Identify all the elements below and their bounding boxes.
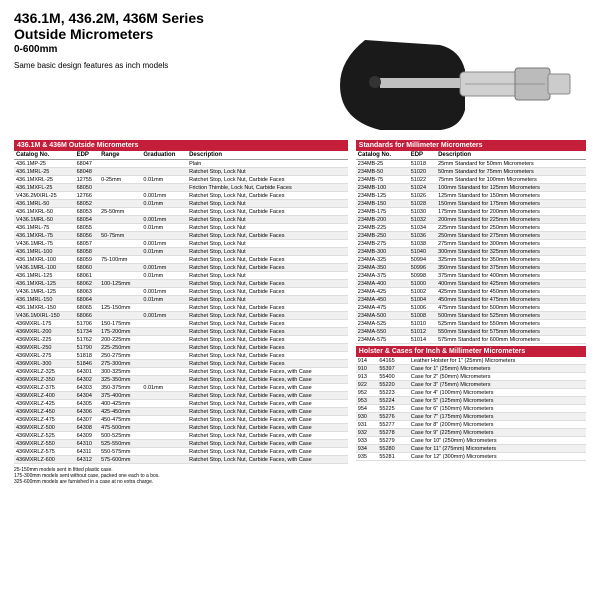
table-row: 234MB-30051040300mm Standard for 325mm M… <box>356 248 586 256</box>
table-row: 93555281Case for 12" (300mm) Micrometers <box>356 453 586 461</box>
table-row: 95455225Case for 6" (150mm) Micrometers <box>356 405 586 413</box>
table-row: 95355224Case for 5" (125mm) Micrometers <box>356 397 586 405</box>
left-table: Catalog No.EDPRangeGraduationDescription… <box>14 151 348 464</box>
table-row: V436.1MRL-100680600.001mmRatchet Stop, L… <box>14 264 348 272</box>
table-row: V436.2MXRL-25127660.001mmRatchet Stop, L… <box>14 192 348 200</box>
table-row: 234MA-42551002425mm Standard for 450mm M… <box>356 288 586 296</box>
table-row: 234MB-255101825mm Standard for 50mm Micr… <box>356 160 586 168</box>
table-row: 436MXRLZ-45064306425-450mmRatchet Stop, … <box>14 408 348 416</box>
table-row: 436MXRLZ-32564301300-325mmRatchet Stop, … <box>14 368 348 376</box>
table-row: 234MB-27551038275mm Standard for 300mm M… <box>356 240 586 248</box>
table-row: 436MXRL-17551706150-175mmRatchet Stop, L… <box>14 320 348 328</box>
table-row: 234MA-37550998375mm Standard for 400mm M… <box>356 272 586 280</box>
table-row: 436MXRLZ-52564309500-525mmRatchet Stop, … <box>14 432 348 440</box>
table-row: 234MB-12551026125mm Standard for 150mm M… <box>356 192 586 200</box>
footnotes: 25-150mm models sent in fitted plastic c… <box>14 467 348 485</box>
table-row: 93455280Case for 11" (275mm) Micrometers <box>356 445 586 453</box>
table-row: 436MXRLZ-50064308475-500mmRatchet Stop, … <box>14 424 348 432</box>
table-row: 436.1MRL-75680550.01mmRatchet Stop, Lock… <box>14 224 348 232</box>
table-row: 436.1MRL-125680610.01mmRatchet Stop, Loc… <box>14 272 348 280</box>
table-row: 436.1MRL-100680580.01mmRatchet Stop, Loc… <box>14 248 348 256</box>
table-row: 436MXRL-25051790225-250mmRatchet Stop, L… <box>14 344 348 352</box>
right-b-header: Holster & Cases for Inch & Millimeter Mi… <box>356 346 586 357</box>
table-row: 234MA-50051008500mm Standard for 525mm M… <box>356 312 586 320</box>
table-row: 234MB-22551034225mm Standard for 250mm M… <box>356 224 586 232</box>
table-row: V436.1MRL-75680570.001mmRatchet Stop, Lo… <box>14 240 348 248</box>
table-row: 93355279Case for 10" (250mm) Micrometers <box>356 437 586 445</box>
table-row: 436.1MRL-2568048Ratchet Stop, Lock Nut <box>14 168 348 176</box>
table-row: 436MXRL-20051734175-200mmRatchet Stop, L… <box>14 328 348 336</box>
table-row: 234MB-15051028150mm Standard for 175mm M… <box>356 200 586 208</box>
table-row: 92255220Case for 3" (75mm) Micrometers <box>356 381 586 389</box>
table-row: 436.1MXRL-12568062100-125mmRatchet Stop,… <box>14 280 348 288</box>
table-row: 93155277Case for 8" (200mm) Micrometers <box>356 421 586 429</box>
table-row: 436.1MRL-150680640.01mmRatchet Stop, Loc… <box>14 296 348 304</box>
table-row: 234MA-55051012550mm Standard for 575mm M… <box>356 328 586 336</box>
table-row: 436MXRLZ-57564311550-575mmRatchet Stop, … <box>14 448 348 456</box>
table-row: 436.1MXRL-506805325-50mmRatchet Stop, Lo… <box>14 208 348 216</box>
table-row: 234MB-17551030175mm Standard for 200mm M… <box>356 208 586 216</box>
col-header: Catalog No. <box>356 151 409 160</box>
table-row: 436MXRL-27551818250-275mmRatchet Stop, L… <box>14 352 348 360</box>
table-row: 234MA-40051000400mm Standard for 425mm M… <box>356 280 586 288</box>
col-header: EDP <box>75 151 99 160</box>
table-row: 436.1MXRL-25127550-25mm0.01mmRatchet Sto… <box>14 176 348 184</box>
col-header: Description <box>187 151 348 160</box>
col-header: EDP <box>409 151 436 160</box>
table-row: 91055397Case for 1" (25mm) Micrometers <box>356 365 586 373</box>
table-row: 234MA-32550994325mm Standard for 350mm M… <box>356 256 586 264</box>
table-row: 234MA-35050996350mm Standard for 375mm M… <box>356 264 586 272</box>
table-row: 436MXRLZ-55064310525-550mmRatchet Stop, … <box>14 440 348 448</box>
table-row: 234MB-755102275mm Standard for 100mm Mic… <box>356 176 586 184</box>
table-row: 436.1MXRL-1006805975-100mmRatchet Stop, … <box>14 256 348 264</box>
micrometer-image <box>320 10 580 150</box>
table-row: 234MA-57551014575mm Standard for 600mm M… <box>356 336 586 344</box>
table-row: 436MXRL-30051846275-300mmRatchet Stop, L… <box>14 360 348 368</box>
right-table-a: Catalog No.EDPDescription 234MB-25510182… <box>356 151 586 344</box>
table-row: 436MXRLZ-37564303350-375mm0.01mmRatchet … <box>14 384 348 392</box>
table-row: 234MB-505102050mm Standard for 75mm Micr… <box>356 168 586 176</box>
table-row: 234MA-47551006475mm Standard for 500mm M… <box>356 304 586 312</box>
table-row: 436.1MXFL-2568050Friction Thimble, Lock … <box>14 184 348 192</box>
table-row: 91355400Case for 2" (50mm) Micrometers <box>356 373 586 381</box>
col-header: Description <box>436 151 586 160</box>
right-table-b: 91464165Leather Holster for 1" (25mm) Mi… <box>356 357 586 461</box>
table-row: 234MB-10051024100mm Standard for 125mm M… <box>356 184 586 192</box>
table-row: V436.1MXRL-150680660.001mmRatchet Stop, … <box>14 312 348 320</box>
table-row: 436.1MP-2568047Plain <box>14 160 348 168</box>
table-row: 91464165Leather Holster for 1" (25mm) Mi… <box>356 357 586 365</box>
table-row: 95255223Case for 4" (100mm) Micrometers <box>356 389 586 397</box>
table-row: 436MXRLZ-47564307450-475mmRatchet Stop, … <box>14 416 348 424</box>
table-row: 436.1MXRL-15068065125-150mmRatchet Stop,… <box>14 304 348 312</box>
table-row: 436MXRLZ-35064302325-350mmRatchet Stop, … <box>14 376 348 384</box>
table-row: 234MA-52551010525mm Standard for 550mm M… <box>356 320 586 328</box>
table-row: 436.1MRL-50680520.01mmRatchet Stop, Lock… <box>14 200 348 208</box>
table-row: V436.1MRL-125680630.001mmRatchet Stop, L… <box>14 288 348 296</box>
left-table-header: 436.1M & 436M Outside Micrometers <box>14 140 348 151</box>
table-row: 436MXRL-22551762200-225mmRatchet Stop, L… <box>14 336 348 344</box>
col-header: Range <box>99 151 141 160</box>
col-header: Graduation <box>141 151 187 160</box>
table-row: 234MA-45051004450mm Standard for 475mm M… <box>356 296 586 304</box>
table-row: 93255278Case for 9" (225mm) Micrometers <box>356 429 586 437</box>
table-row: 436MXRLZ-60064312575-600mmRatchet Stop, … <box>14 456 348 464</box>
table-row: V436.1MRL-50680540.001mmRatchet Stop, Lo… <box>14 216 348 224</box>
table-row: 436.1MXRL-756805650-75mmRatchet Stop, Lo… <box>14 232 348 240</box>
col-header: Catalog No. <box>14 151 75 160</box>
table-row: 436MXRLZ-40064304375-400mmRatchet Stop, … <box>14 392 348 400</box>
table-row: 436MXRLZ-42564305400-425mmRatchet Stop, … <box>14 400 348 408</box>
table-row: 234MB-20051032200mm Standard for 225mm M… <box>356 216 586 224</box>
table-row: 234MB-25051036250mm Standard for 275mm M… <box>356 232 586 240</box>
table-row: 93055276Case for 7" (175mm) Micrometers <box>356 413 586 421</box>
